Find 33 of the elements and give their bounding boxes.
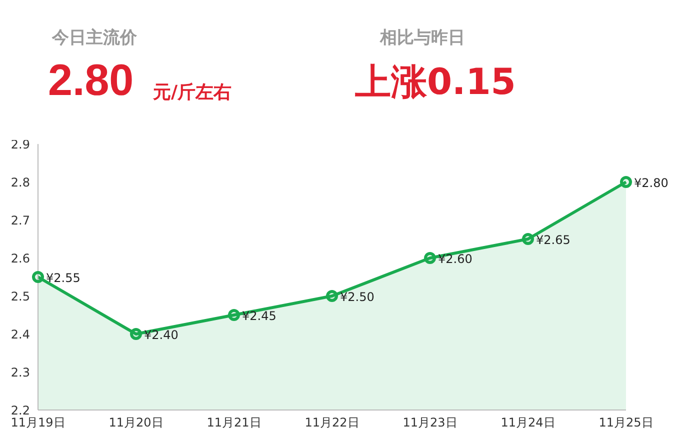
y-tick-label: 2.3: [10, 365, 30, 380]
data-label: ¥2.60: [438, 252, 472, 266]
y-tick-label: 2.5: [10, 289, 30, 304]
y-tick-label: 2.6: [10, 251, 30, 266]
y-tick-label: 2.8: [10, 175, 30, 190]
point: [620, 176, 632, 188]
point: [228, 309, 240, 321]
text: 元/斤左右: [153, 81, 232, 104]
x-tick-label: 11月24日: [500, 416, 556, 430]
data-label: ¥2.80: [634, 176, 668, 190]
point: [326, 290, 338, 302]
point: [130, 328, 142, 340]
text: 今日主流价: [52, 27, 137, 49]
point: [424, 252, 436, 264]
point: [32, 271, 44, 283]
y-tick-label: 2.2: [10, 403, 30, 418]
x-tick-label: 11月22日: [304, 416, 360, 430]
x-tick-label: 11月21日: [206, 416, 262, 430]
x-tick-label: 11月25日: [598, 416, 654, 430]
y-tick-label: 2.4: [10, 327, 30, 342]
text: 相比与昨日: [380, 27, 465, 49]
x-tick-label: 11月20日: [108, 416, 164, 430]
data-label: ¥2.40: [144, 328, 178, 342]
text: 2.80: [48, 56, 134, 106]
data-label: ¥2.50: [340, 290, 374, 304]
point: [522, 233, 534, 245]
data-label: ¥2.55: [46, 271, 80, 285]
x-tick-label: 11月23日: [402, 416, 458, 430]
data-label: ¥2.65: [536, 233, 570, 247]
data-label: ¥2.45: [242, 309, 276, 323]
x-tick-label: 11月19日: [10, 416, 66, 430]
text: 上涨0.15: [355, 61, 516, 105]
y-tick-label: 2.7: [10, 213, 30, 228]
